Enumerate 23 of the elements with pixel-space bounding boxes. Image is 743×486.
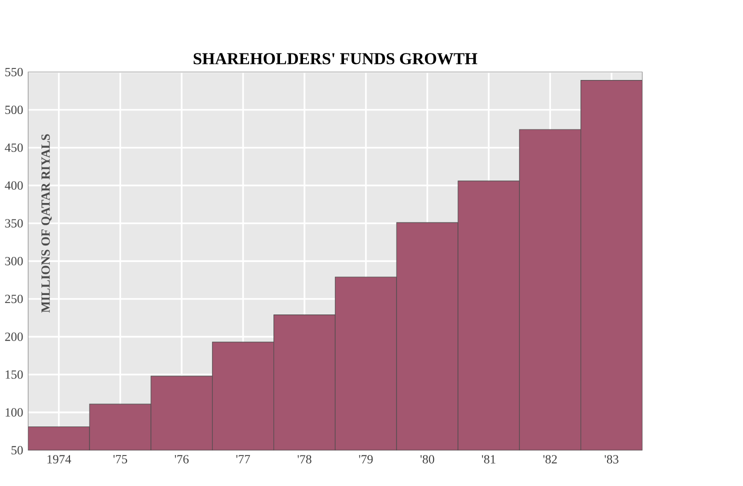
y-tick-label: 350 <box>5 219 23 228</box>
x-tick-label: '76 <box>174 455 189 464</box>
x-tick-label: 1974 <box>47 455 72 464</box>
y-tick-label: 500 <box>5 106 23 114</box>
x-tick-label: '82 <box>543 455 557 464</box>
x-tick-label: '75 <box>113 455 128 464</box>
y-tick-label: 50 <box>12 446 23 455</box>
x-tick-label: '77 <box>236 455 250 464</box>
y-tick-label: 400 <box>4 181 23 190</box>
y-tick-label: 450 <box>4 144 23 152</box>
x-tick-label: '83 <box>604 455 618 464</box>
x-tick-label: '78 <box>298 455 312 464</box>
y-axis-title: MILLIONS OF QATAR RIYALS <box>41 134 52 313</box>
y-tick-label: 200 <box>5 332 23 342</box>
x-tick-label: '79 <box>359 455 373 464</box>
x-tick-label: '80 <box>420 455 434 464</box>
chart-title: SHAREHOLDERS' FUNDS GROWTH <box>194 53 478 65</box>
y-tick-label: 550 <box>5 68 23 76</box>
y-tick-label: 150 <box>6 370 23 379</box>
y-tick-label: 100 <box>6 408 23 417</box>
y-tick-label: 250 <box>5 294 23 304</box>
x-tick-label: '81 <box>482 455 496 464</box>
y-tick-label: 300 <box>5 257 23 266</box>
